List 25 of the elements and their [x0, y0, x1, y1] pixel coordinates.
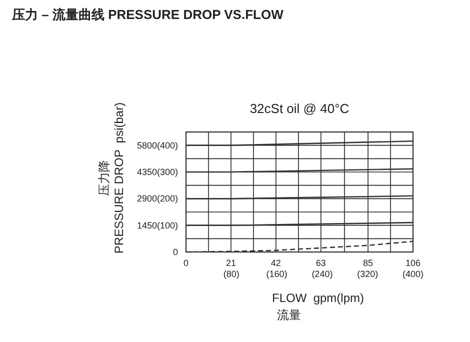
x-tick-label: 106 [405, 258, 421, 268]
chart-subtitle: 32cSt oil @ 40°C [250, 101, 350, 116]
x-tick-label: 42 [270, 258, 281, 268]
x-tick-label: 63 [316, 258, 326, 268]
y-tick-label: 1450 [136, 220, 157, 230]
x-tick-label: 0 [183, 258, 189, 268]
x2-tick-label: (240) [312, 269, 333, 279]
y-tick-label: 5800 [136, 140, 157, 150]
x2-tick-label: (320) [357, 269, 378, 279]
x2-tick-label: (160) [266, 269, 288, 279]
y2-tick-label: (300) [156, 167, 178, 177]
y-axis-title: 压力降 PRESSURE DROP psi(bar) [97, 102, 126, 254]
chart-title: 压力 – 流量曲线 PRESSURE DROP VS.FLOW [11, 7, 284, 22]
y2-tick-label: (200) [156, 194, 178, 204]
x2-tick-label: (80) [223, 269, 240, 279]
x2-tick-label: (400) [402, 269, 424, 279]
x-axis-title: FLOW gpm(lpm) 流量 [272, 291, 364, 322]
x-tick-label: 21 [226, 258, 236, 268]
y-tick-label: 2900 [136, 194, 157, 204]
line-series [185, 240, 414, 253]
y-tick-label: 4350 [136, 167, 157, 177]
y2-tick-label: (100) [156, 220, 178, 230]
x-tick-label: 85 [363, 258, 374, 268]
y2-tick-label: 0 [172, 247, 178, 257]
y2-tick-label: (400) [156, 140, 178, 150]
